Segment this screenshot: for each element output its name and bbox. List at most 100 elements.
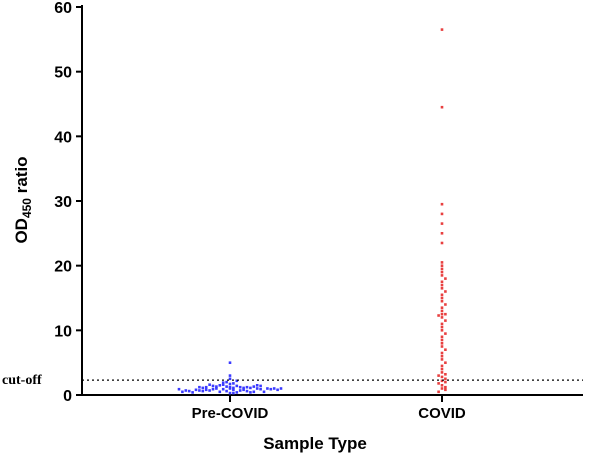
data-point <box>242 388 245 392</box>
data-point <box>225 380 228 384</box>
data-point <box>437 314 440 317</box>
data-point <box>440 283 444 287</box>
data-point <box>437 390 440 394</box>
y-tick-label: 50 <box>54 65 72 82</box>
data-point <box>255 387 259 390</box>
data-point <box>440 241 444 245</box>
data-point <box>440 261 444 264</box>
data-point <box>440 280 444 284</box>
data-point <box>249 391 252 394</box>
data-point <box>444 312 447 316</box>
data-point <box>211 387 215 391</box>
data-point <box>204 385 208 389</box>
data-point <box>440 274 444 277</box>
data-point <box>181 390 184 394</box>
data-point <box>232 391 235 395</box>
data-point <box>440 267 444 271</box>
data-point <box>225 389 228 393</box>
data-point <box>444 361 447 364</box>
y-axis-title-suffix: ratio <box>12 156 31 198</box>
data-point <box>437 374 440 377</box>
data-point <box>440 299 444 303</box>
data-point <box>440 358 444 361</box>
data-point <box>440 351 444 355</box>
data-point <box>232 388 235 392</box>
data-point <box>440 342 444 345</box>
data-point <box>177 387 181 391</box>
data-point <box>440 312 444 316</box>
data-point <box>266 387 269 390</box>
data-point <box>221 387 225 391</box>
data-point <box>440 329 444 332</box>
data-point <box>440 222 444 225</box>
data-point <box>440 325 444 329</box>
data-point <box>259 387 262 391</box>
data-point <box>228 382 232 386</box>
data-point <box>444 388 447 392</box>
data-points <box>177 28 447 395</box>
y-axis: 0 10 20 30 40 50 60 <box>54 0 83 405</box>
data-point <box>262 390 266 394</box>
y-tick-label: 20 <box>54 259 72 276</box>
data-point <box>201 386 205 390</box>
data-point <box>440 270 444 274</box>
data-point <box>218 384 222 387</box>
data-point <box>228 377 232 381</box>
data-point <box>198 385 201 389</box>
data-point <box>440 387 444 390</box>
x-tick-label: COVID <box>418 405 466 422</box>
data-point <box>225 385 228 388</box>
y-tick-label: 30 <box>54 194 72 211</box>
data-point <box>194 388 198 392</box>
data-point <box>440 345 444 348</box>
data-point <box>440 264 444 267</box>
data-point <box>269 387 273 391</box>
data-point <box>444 303 447 306</box>
x-axis: Pre-COVID COVID <box>82 394 583 422</box>
data-point <box>208 383 211 386</box>
data-point <box>204 388 208 392</box>
data-point <box>272 387 276 390</box>
data-point <box>208 389 211 392</box>
data-point <box>440 293 444 297</box>
data-point <box>444 290 447 293</box>
data-point <box>259 384 262 388</box>
data-point <box>440 379 444 383</box>
y-tick-label: 60 <box>54 0 72 17</box>
data-point <box>242 386 245 390</box>
data-point <box>440 296 444 300</box>
data-point <box>440 306 444 309</box>
data-point <box>232 386 235 390</box>
data-point <box>444 373 447 376</box>
data-point <box>440 287 444 290</box>
y-axis-title-subscript: 450 <box>20 198 34 218</box>
data-point <box>245 385 249 389</box>
data-point <box>444 377 447 381</box>
data-point <box>440 309 444 313</box>
data-point <box>235 379 239 383</box>
data-point <box>235 384 239 388</box>
data-point <box>276 388 279 392</box>
data-point <box>228 374 232 377</box>
data-point <box>440 105 444 109</box>
data-point <box>444 332 447 335</box>
data-point <box>440 335 444 339</box>
data-point <box>201 389 205 393</box>
data-point <box>440 338 444 342</box>
data-point <box>187 389 191 393</box>
data-point <box>184 389 188 392</box>
data-point <box>444 319 447 322</box>
data-point <box>232 382 235 385</box>
data-point <box>221 383 225 386</box>
data-point <box>440 375 444 379</box>
x-tick-label: Pre-COVID <box>192 405 269 422</box>
data-point <box>252 390 256 394</box>
data-point <box>218 390 222 394</box>
y-tick-label: 0 <box>63 388 72 405</box>
data-point <box>235 391 239 394</box>
data-point <box>228 361 232 364</box>
data-point <box>440 316 444 319</box>
data-point <box>245 389 249 393</box>
data-point <box>440 28 444 31</box>
